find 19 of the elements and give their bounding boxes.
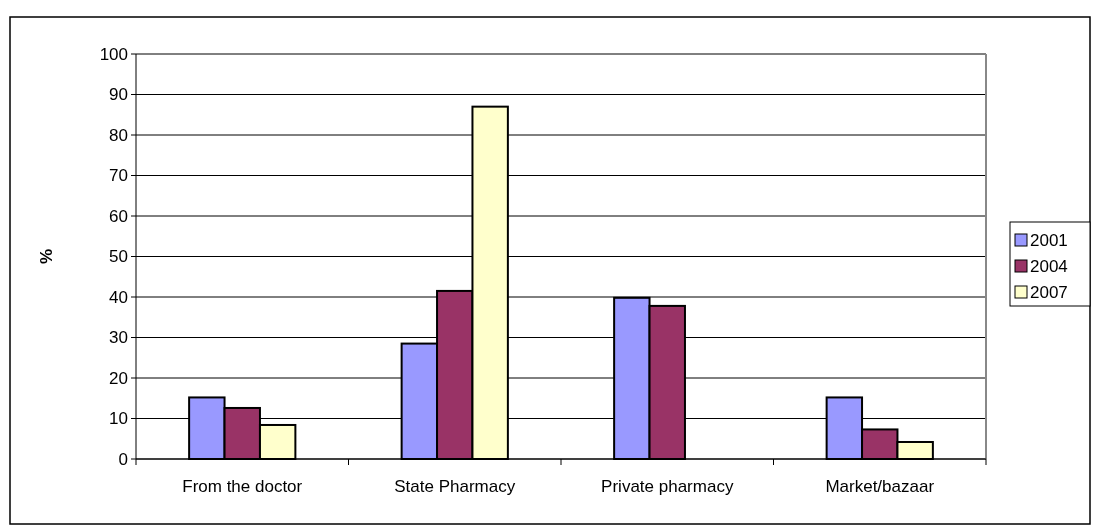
x-tick-label: From the doctor xyxy=(182,477,303,496)
y-tick-label: 30 xyxy=(109,328,128,348)
legend-label: 2007 xyxy=(1030,282,1068,302)
y-tick-label: 80 xyxy=(109,125,128,145)
x-tick-label: State Pharmacy xyxy=(394,477,516,496)
legend-label: 2001 xyxy=(1030,230,1068,250)
y-tick-label: 50 xyxy=(109,247,128,267)
y-axis-title: % xyxy=(37,248,56,265)
y-tick-label: 100 xyxy=(99,44,128,64)
y-tick-label: 20 xyxy=(109,368,128,388)
y-tick-label: 60 xyxy=(109,206,128,226)
x-tick-label: Market/bazaar xyxy=(825,477,935,496)
y-tick-label: 90 xyxy=(109,85,128,105)
y-tick-label: 10 xyxy=(109,409,128,429)
y-tick-label: 70 xyxy=(109,166,128,186)
y-tick-label: 0 xyxy=(118,449,128,469)
y-tick-label: 40 xyxy=(109,287,128,307)
x-tick-label: Private pharmacy xyxy=(601,477,734,496)
legend-label: 2004 xyxy=(1030,256,1068,276)
